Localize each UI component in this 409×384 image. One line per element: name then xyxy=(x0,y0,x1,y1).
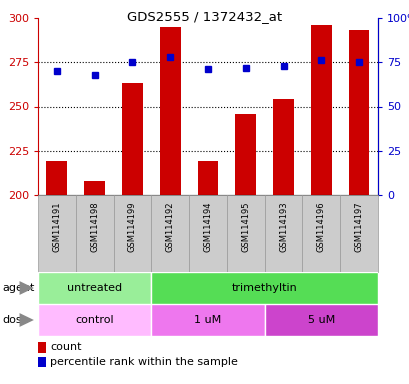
Bar xyxy=(310,25,331,195)
Bar xyxy=(151,304,264,336)
Text: count: count xyxy=(50,343,82,353)
Text: GSM114195: GSM114195 xyxy=(240,201,249,252)
Text: 5 uM: 5 uM xyxy=(307,315,334,325)
Text: dose: dose xyxy=(2,315,29,325)
Bar xyxy=(46,161,67,195)
Text: control: control xyxy=(75,315,114,325)
Bar xyxy=(264,304,377,336)
Text: GSM114193: GSM114193 xyxy=(279,201,288,252)
Text: GSM114196: GSM114196 xyxy=(316,201,325,252)
Bar xyxy=(38,195,76,272)
Text: GSM114198: GSM114198 xyxy=(90,201,99,252)
Bar xyxy=(76,195,113,272)
Text: untreated: untreated xyxy=(67,283,122,293)
Bar xyxy=(272,99,293,195)
Bar xyxy=(189,195,226,272)
Bar xyxy=(122,83,142,195)
Bar xyxy=(38,342,46,353)
Text: 1 uM: 1 uM xyxy=(194,315,221,325)
Bar xyxy=(160,27,180,195)
Text: GSM114199: GSM114199 xyxy=(128,201,137,252)
Bar xyxy=(197,161,218,195)
Bar xyxy=(38,304,151,336)
Text: percentile rank within the sample: percentile rank within the sample xyxy=(50,357,238,367)
Polygon shape xyxy=(20,281,34,295)
Bar xyxy=(264,195,302,272)
Bar xyxy=(38,272,151,304)
Polygon shape xyxy=(20,313,34,327)
Bar xyxy=(339,195,377,272)
Bar xyxy=(38,357,46,367)
Text: trimethyltin: trimethyltin xyxy=(231,283,297,293)
Bar xyxy=(113,195,151,272)
Bar xyxy=(151,272,377,304)
Text: GSM114191: GSM114191 xyxy=(52,201,61,252)
Bar xyxy=(348,30,369,195)
Text: GSM114192: GSM114192 xyxy=(165,201,174,252)
Text: GSM114194: GSM114194 xyxy=(203,201,212,252)
Text: GSM114197: GSM114197 xyxy=(354,201,363,252)
Bar xyxy=(302,195,339,272)
Bar xyxy=(235,114,256,195)
Bar xyxy=(84,181,105,195)
Bar xyxy=(226,195,264,272)
Text: GDS2555 / 1372432_at: GDS2555 / 1372432_at xyxy=(127,10,282,23)
Text: agent: agent xyxy=(2,283,34,293)
Bar xyxy=(151,195,189,272)
